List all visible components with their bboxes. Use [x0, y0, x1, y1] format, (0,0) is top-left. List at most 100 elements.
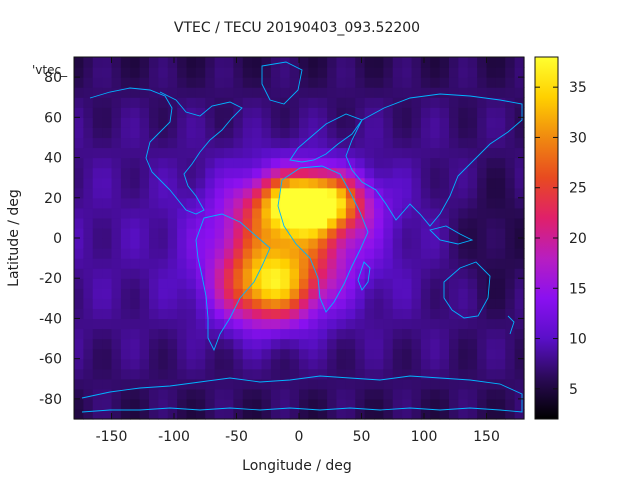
heatmap-cell — [83, 177, 94, 189]
heatmap-cell — [167, 328, 178, 340]
heatmap-cell — [336, 298, 347, 309]
heatmap-cell — [120, 268, 131, 279]
heatmap-cell — [102, 157, 113, 169]
heatmap-cell — [411, 97, 422, 108]
heatmap-cell — [158, 388, 169, 400]
heatmap-cell — [149, 227, 159, 239]
heatmap-cell — [242, 268, 253, 279]
heatmap-cell — [467, 127, 478, 139]
heatmap-cell — [205, 207, 216, 219]
heatmap-cell — [139, 187, 150, 199]
heatmap-cell — [392, 378, 403, 390]
heatmap-cell — [102, 137, 113, 149]
heatmap-cell — [439, 107, 450, 118]
chart-title: VTEC / TECU 20190403_093.52200 — [174, 20, 420, 36]
coastline-south-america — [195, 213, 271, 352]
heatmap-cell — [289, 187, 300, 199]
heatmap-cell — [224, 87, 234, 98]
heatmap-cell — [177, 107, 188, 118]
heatmap-cell — [402, 87, 413, 98]
heatmap-cell — [74, 97, 84, 108]
heatmap-cell — [177, 167, 188, 179]
heatmap-cell — [149, 278, 159, 289]
heatmap-cell — [420, 157, 431, 169]
heatmap-cell — [280, 378, 291, 390]
heatmap-cell — [130, 368, 141, 380]
heatmap-cell — [420, 258, 431, 269]
heatmap-cell — [355, 217, 366, 229]
heatmap-cell — [83, 338, 94, 350]
heatmap-cell — [120, 388, 131, 400]
heatmap-cell — [74, 348, 84, 360]
heatmap-cell — [261, 398, 272, 410]
heatmap-cell — [467, 217, 478, 229]
heatmap-cell — [261, 177, 272, 189]
heatmap-cell — [345, 117, 356, 128]
heatmap-cell — [139, 177, 150, 189]
heatmap-cell — [355, 197, 366, 209]
heatmap-cell — [467, 378, 478, 390]
heatmap-cell — [149, 77, 159, 88]
heatmap-cell — [430, 197, 441, 209]
heatmap-cell — [411, 227, 422, 239]
x-tick-label: 50 — [353, 429, 371, 445]
heatmap-cell — [495, 358, 506, 370]
heatmap-cell — [317, 258, 328, 269]
heatmap-cell — [186, 368, 197, 380]
heatmap-cell — [317, 117, 328, 128]
heatmap-cell — [261, 318, 272, 330]
heatmap-cell — [383, 268, 394, 279]
heatmap-cell — [308, 77, 319, 88]
heatmap-cell — [167, 338, 178, 350]
heatmap-cell — [289, 67, 300, 78]
heatmap-cell — [336, 227, 347, 239]
heatmap-cell — [167, 358, 178, 370]
heatmap-cell — [420, 238, 431, 249]
heatmap-cell — [514, 338, 525, 350]
heatmap-cell — [514, 408, 525, 420]
heatmap-cell — [111, 278, 122, 289]
heatmap-cell — [477, 268, 488, 279]
heatmap-cell — [467, 408, 478, 420]
heatmap-cell — [467, 348, 478, 360]
heatmap-cell — [233, 298, 244, 309]
heatmap-cell — [280, 368, 291, 380]
heatmap-cell — [233, 378, 244, 390]
heatmap-cell — [83, 248, 94, 259]
heatmap-cell — [242, 207, 253, 219]
heatmap-cell — [92, 137, 103, 149]
heatmap-cell — [514, 368, 525, 380]
heatmap-cell — [195, 157, 206, 169]
heatmap-cell — [92, 87, 103, 98]
heatmap-cell — [458, 348, 469, 360]
heatmap-cell — [467, 328, 478, 340]
heatmap-cell — [514, 67, 525, 78]
heatmap-cell — [383, 227, 394, 239]
heatmap-cell — [177, 187, 188, 199]
heatmap-cell — [149, 318, 159, 330]
heatmap-cell — [299, 398, 309, 410]
heatmap-cell — [402, 288, 413, 299]
heatmap-cell — [439, 398, 450, 410]
heatmap-cell — [205, 87, 216, 98]
heatmap-cell — [261, 368, 272, 380]
heatmap-cell — [486, 117, 497, 128]
heatmap-cell — [289, 207, 300, 219]
heatmap-cell — [214, 127, 225, 139]
heatmap-cell — [467, 117, 478, 128]
heatmap-cell — [102, 187, 113, 199]
heatmap-cell — [486, 67, 497, 78]
heatmap-cell — [158, 238, 169, 249]
heatmap-cell — [120, 207, 131, 219]
heatmap-cell — [495, 298, 506, 309]
heatmap-cell — [111, 197, 122, 209]
heatmap-cell — [167, 107, 178, 118]
heatmap-cell — [299, 57, 309, 68]
heatmap-cell — [102, 258, 113, 269]
heatmap-cell — [224, 197, 234, 209]
heatmap-cell — [477, 127, 488, 139]
heatmap-cell — [289, 358, 300, 370]
heatmap-cell — [411, 368, 422, 380]
heatmap-cell — [270, 87, 281, 98]
heatmap-cell — [364, 167, 375, 179]
